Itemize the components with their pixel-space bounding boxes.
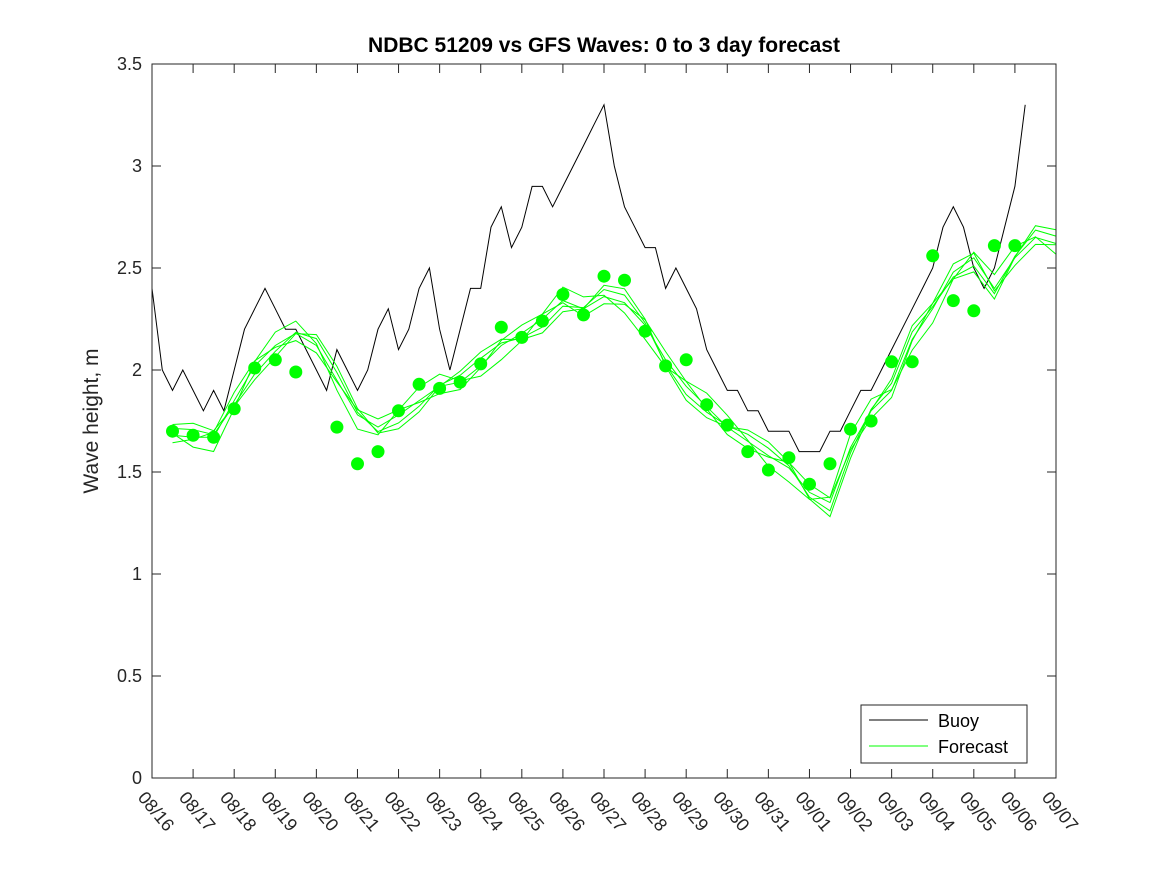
forecast-point xyxy=(433,381,447,395)
forecast-point xyxy=(638,324,652,338)
forecast-point xyxy=(905,355,919,369)
plot-area xyxy=(152,64,1056,778)
y-tick-label: 0.5 xyxy=(117,666,142,686)
forecast-point xyxy=(618,273,631,287)
y-tick-label: 3.5 xyxy=(117,54,142,74)
forecast-point xyxy=(289,365,303,379)
forecast-point xyxy=(392,404,405,418)
y-tick-label: 3 xyxy=(132,156,142,176)
forecast-point xyxy=(494,320,508,334)
y-tick-label: 1.5 xyxy=(117,462,142,482)
forecast-point xyxy=(186,428,200,442)
y-tick-label: 2.5 xyxy=(117,258,142,278)
forecast-point xyxy=(885,355,899,369)
forecast-line xyxy=(172,225,1057,518)
forecast-point xyxy=(1008,239,1022,253)
forecast-point xyxy=(823,457,837,471)
forecast-point xyxy=(659,359,673,373)
forecast-point xyxy=(330,420,344,434)
forecast-point xyxy=(268,353,282,367)
forecast-point xyxy=(351,457,364,471)
forecast-point xyxy=(535,314,549,328)
forecast-point xyxy=(926,249,940,263)
y-tick-label: 1 xyxy=(132,564,142,584)
forecast-point xyxy=(679,353,693,367)
forecast-point xyxy=(474,357,488,371)
forecast-point xyxy=(515,330,529,344)
forecast-point xyxy=(864,414,878,428)
forecast-point xyxy=(453,375,467,389)
forecast-point xyxy=(577,308,590,322)
forecast-point xyxy=(967,304,981,318)
forecast-point xyxy=(844,422,857,436)
forecast-point xyxy=(412,377,426,391)
forecast-point xyxy=(248,361,262,375)
legend-box xyxy=(860,704,1028,764)
forecast-point xyxy=(782,451,796,465)
y-axis-label: Wave height, m xyxy=(80,348,103,493)
forecast-point xyxy=(227,402,241,416)
y-tick-label: 2 xyxy=(132,360,142,380)
forecast-point xyxy=(803,477,816,491)
legend-label-buoy: Buoy xyxy=(938,711,979,731)
series-layer xyxy=(151,103,1057,518)
forecast-point xyxy=(946,294,960,308)
legend-label-forecast: Forecast xyxy=(938,737,1008,757)
forecast-line xyxy=(172,229,1057,512)
chart-title: NDBC 51209 vs GFS Waves: 0 to 3 day fore… xyxy=(368,34,840,57)
forecast-point xyxy=(700,398,714,412)
forecast-point xyxy=(166,424,179,438)
forecast-point xyxy=(761,463,775,477)
forecast-point xyxy=(207,430,221,444)
forecast-point xyxy=(597,269,611,283)
forecast-point xyxy=(987,239,1001,253)
forecast-point xyxy=(720,418,734,432)
legend: Buoy Forecast xyxy=(860,704,1028,764)
forecast-point xyxy=(741,445,755,459)
forecast-point xyxy=(371,445,385,459)
forecast-point xyxy=(556,288,570,301)
y-tick-label: 0 xyxy=(132,768,142,788)
